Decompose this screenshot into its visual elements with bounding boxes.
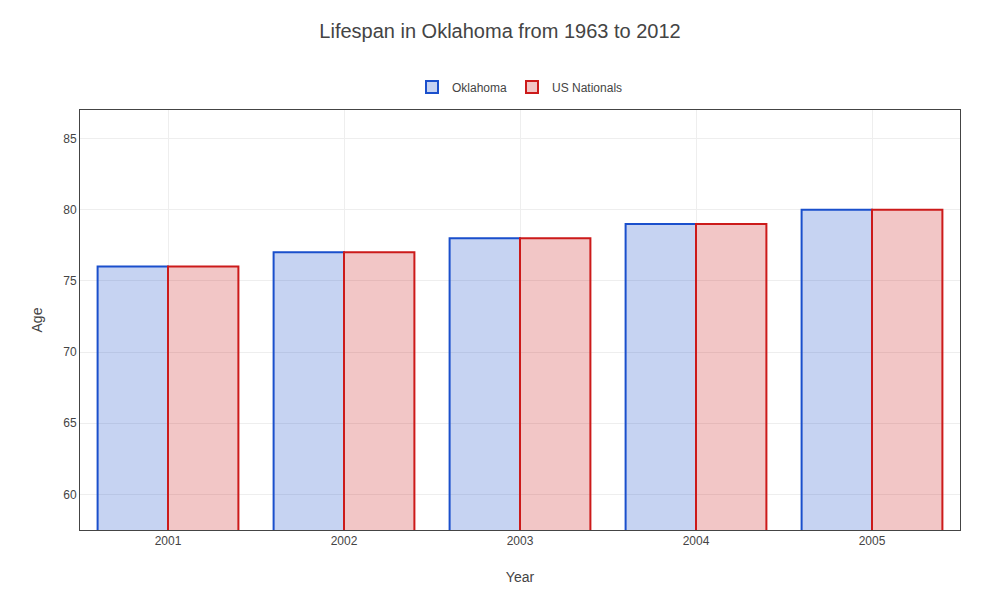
svg-text:US Nationals: US Nationals [552, 81, 622, 95]
svg-text:2002: 2002 [331, 534, 358, 548]
svg-text:Age: Age [29, 307, 45, 332]
svg-text:60: 60 [63, 488, 77, 502]
svg-text:2001: 2001 [155, 534, 182, 548]
svg-text:Year: Year [506, 569, 535, 585]
svg-text:65: 65 [63, 416, 77, 430]
svg-text:80: 80 [63, 203, 77, 217]
svg-text:75: 75 [63, 274, 77, 288]
svg-text:Oklahoma: Oklahoma [452, 81, 507, 95]
svg-text:2004: 2004 [683, 534, 710, 548]
svg-text:2005: 2005 [859, 534, 886, 548]
svg-text:2003: 2003 [507, 534, 534, 548]
svg-text:70: 70 [63, 345, 77, 359]
svg-text:85: 85 [63, 132, 77, 146]
svg-text:Lifespan in Oklahoma from 1963: Lifespan in Oklahoma from 1963 to 2012 [319, 20, 680, 42]
